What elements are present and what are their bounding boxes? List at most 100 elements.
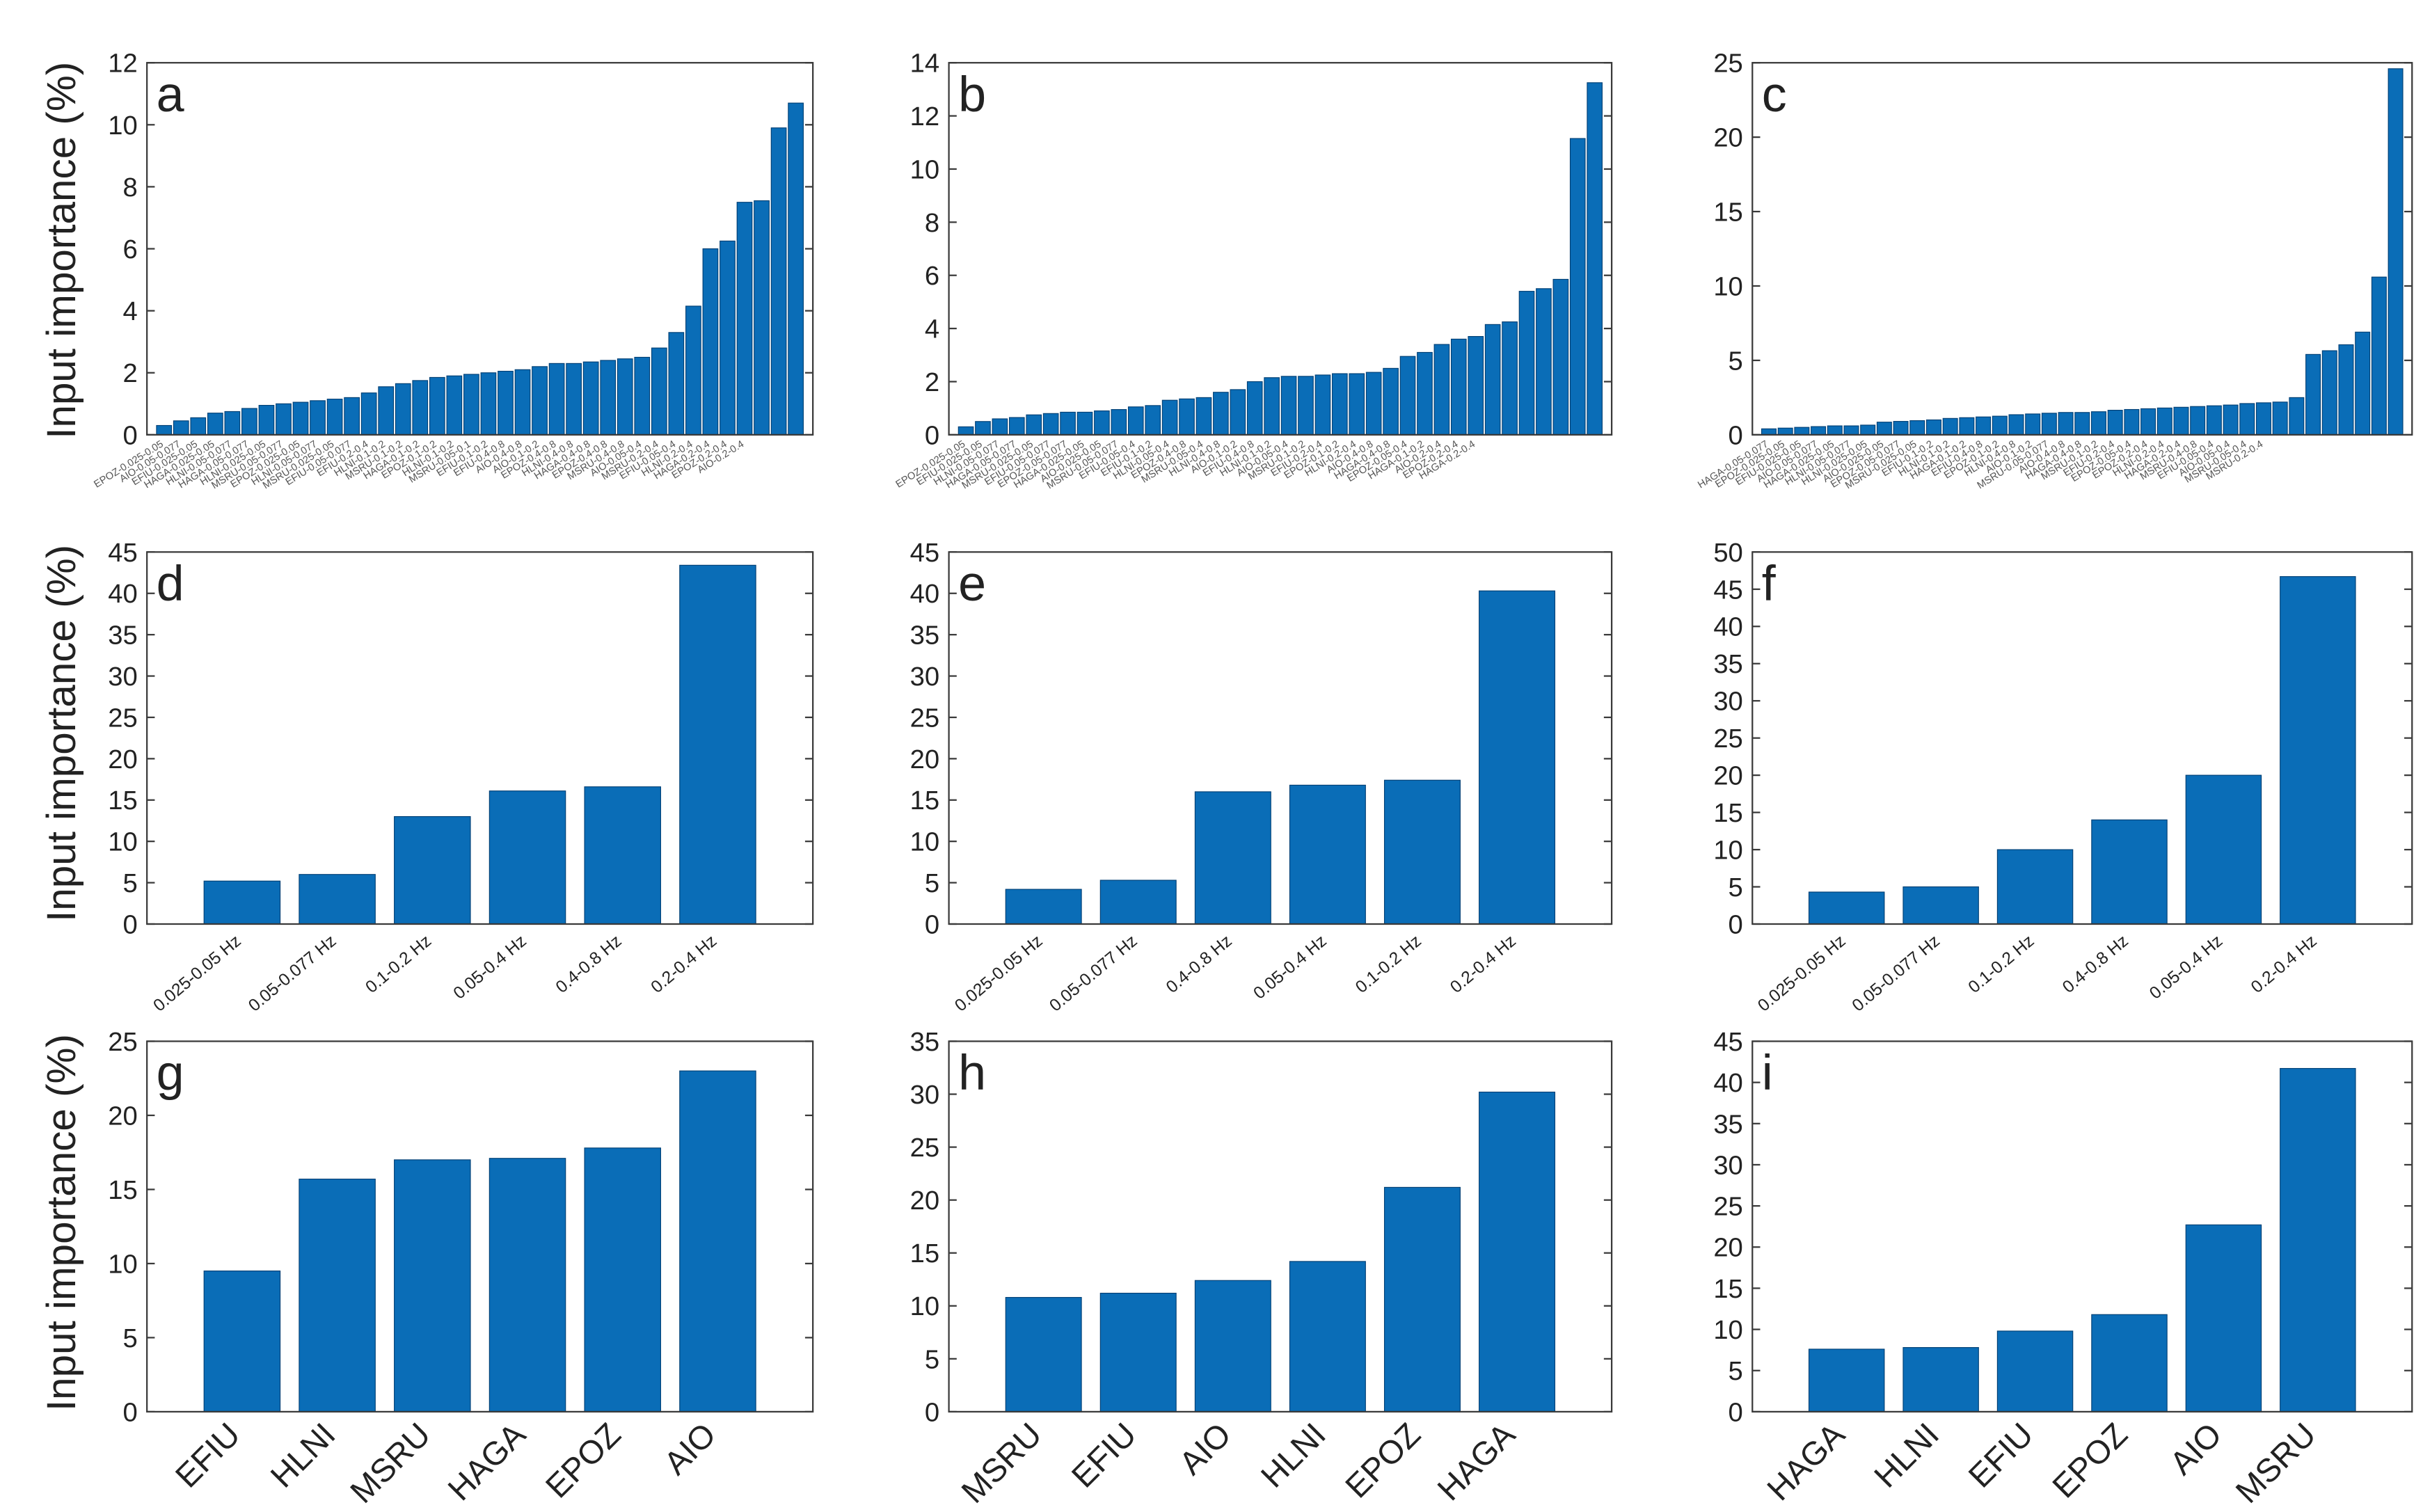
bar	[292, 401, 309, 436]
x-tick-label: MSRU	[2228, 1415, 2323, 1510]
bar	[498, 370, 514, 436]
y-tick-label: 10	[910, 1291, 939, 1321]
bar	[1552, 278, 1569, 436]
bar	[1298, 376, 1314, 436]
axes-frame	[146, 1040, 814, 1413]
bar	[1417, 351, 1433, 436]
bar	[1587, 82, 1603, 436]
y-tick-label: 50	[1713, 538, 1742, 568]
y-tick-label: 20	[910, 745, 939, 774]
x-tick-label: AIO	[1172, 1415, 1238, 1481]
bar	[1127, 406, 1144, 436]
x-tick-label: HAGA	[1430, 1415, 1522, 1507]
bar	[1761, 428, 1777, 436]
y-tick-label: 40	[108, 579, 137, 609]
y-tick-label: 10	[910, 154, 939, 184]
bar	[1808, 1348, 1885, 1412]
panel-letter: e	[958, 556, 986, 612]
bar	[1332, 373, 1348, 436]
bar	[1996, 1330, 2074, 1412]
y-tick-label: 20	[108, 745, 137, 774]
panel-letter: a	[157, 67, 184, 122]
y-tick-label: 2	[122, 358, 137, 388]
x-tick-label: 0.4-0.8 Hz	[553, 932, 626, 997]
bar	[1161, 399, 1178, 436]
bar	[1794, 427, 1810, 436]
panel-letter: c	[1762, 67, 1787, 122]
x-tick-label: 0.2-0.4 Hz	[2248, 932, 2321, 997]
y-tick-label: 15	[910, 786, 939, 815]
bar	[2289, 397, 2305, 436]
bar	[634, 356, 651, 436]
y-tick-label: 15	[1713, 1274, 1742, 1304]
bar	[2388, 68, 2404, 436]
bar	[1484, 324, 1501, 436]
bar	[770, 127, 787, 436]
y-tick-label: 6	[925, 261, 939, 291]
x-tick-label: 0.05-0.077 Hz	[245, 932, 340, 1015]
bar	[1450, 338, 1467, 436]
bar	[1942, 417, 1958, 436]
bar	[1502, 321, 1518, 436]
bar	[668, 332, 685, 436]
bar	[1479, 1091, 1556, 1412]
bar	[1399, 356, 1416, 436]
bar	[1827, 425, 1843, 436]
bar	[1264, 377, 1280, 436]
bar	[1383, 367, 1399, 436]
bar	[412, 380, 429, 436]
bar	[2173, 406, 2189, 436]
y-tick-label: 45	[1713, 575, 1742, 605]
bar	[360, 392, 377, 436]
x-tick-label: MSRU	[954, 1415, 1049, 1510]
bar	[299, 874, 376, 925]
bar	[1289, 1261, 1366, 1412]
y-tick-label: 25	[910, 703, 939, 733]
y-tick-label: 14	[910, 49, 939, 79]
bar	[224, 411, 241, 436]
bar	[679, 564, 756, 925]
x-tick-label: 0.2-0.4 Hz	[1447, 932, 1520, 997]
bar	[446, 375, 463, 436]
x-tick-label: 0.4-0.8 Hz	[2059, 932, 2132, 997]
y-tick-label: 4	[925, 315, 939, 344]
y-tick-label: 30	[910, 1080, 939, 1110]
y-tick-label: 30	[108, 662, 137, 692]
bar	[2091, 1314, 2168, 1412]
y-tick-label: 20	[1713, 1233, 1742, 1263]
bar	[600, 360, 617, 436]
x-tick-label: MSRU	[343, 1415, 438, 1510]
bar	[992, 418, 1008, 436]
y-axis-label-row-3: Input importance (%)	[39, 1034, 84, 1411]
axes-frame	[146, 551, 814, 925]
bar	[394, 815, 471, 925]
y-tick-label: 12	[910, 102, 939, 132]
bar	[2371, 276, 2387, 436]
bar	[1876, 422, 1892, 436]
y-tick-label: 8	[122, 173, 137, 202]
bar	[480, 372, 497, 436]
panel-letter: i	[1762, 1045, 1773, 1101]
bar	[2185, 774, 2262, 925]
y-tick-label: 45	[910, 538, 939, 568]
axes-frame	[1751, 1040, 2413, 1413]
bar	[1365, 372, 1382, 436]
chart-panel-e: 0 5 10 15 20 25 30 35 40 45 0.025-0.05 Hz 0.05-0.07…	[910, 538, 1613, 1015]
bar	[1008, 417, 1025, 436]
bar	[156, 424, 173, 436]
y-tick-label: 0	[925, 909, 939, 939]
chart-panel-g: 0 5 10 15 20 25 EFIU HLNI MSRU HAGA EPOZ AIO g	[108, 1027, 814, 1510]
bar	[1099, 880, 1177, 925]
bar	[1026, 414, 1042, 436]
bar	[1383, 779, 1461, 925]
bar	[190, 417, 207, 436]
axes-frame	[1751, 62, 2413, 436]
x-tick-label: 0.1-0.2 Hz	[1965, 932, 2038, 997]
bar	[1230, 389, 1246, 436]
y-tick-label: 40	[1713, 612, 1742, 642]
bar	[173, 420, 189, 436]
x-tick-label: 0.025-0.05 Hz	[150, 932, 245, 1015]
y-tick-label: 25	[108, 1027, 137, 1057]
x-tick-label: 0.025-0.05 Hz	[1754, 932, 1849, 1015]
